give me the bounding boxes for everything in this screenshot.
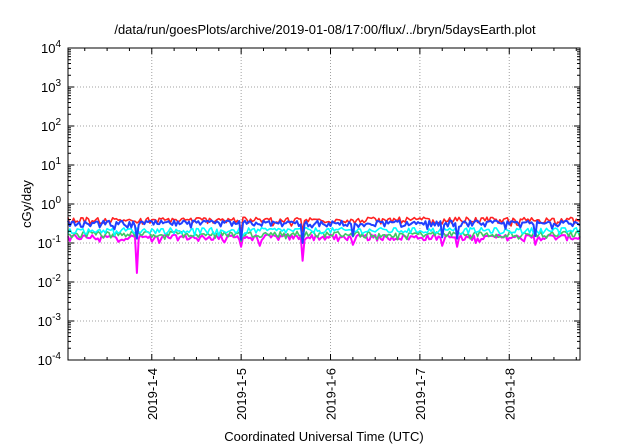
series-line (67, 216, 581, 235)
y-axis-label: cGy/day (19, 180, 34, 228)
grid (68, 48, 580, 360)
y-tick-label: 10-4 (38, 351, 62, 368)
y-tick-label: 101 (41, 156, 61, 173)
series-line (67, 226, 581, 240)
x-tick-label: 2019-1-7 (413, 368, 428, 420)
y-tick-label: 10-1 (38, 234, 62, 251)
x-tick-label: 2019-1-6 (324, 368, 339, 420)
y-tick-label: 100 (41, 195, 61, 212)
x-tick-label: 2019-1-4 (145, 368, 160, 420)
series-line (67, 219, 581, 244)
y-tick-label: 10-3 (38, 312, 62, 329)
x-axis: 2019-1-4 2019-1-5 2019-1-6 2019-1-7 2019-1-8 (84, 48, 577, 420)
y-tick-label: 102 (41, 117, 61, 134)
series-line (67, 233, 581, 274)
series-line (68, 230, 581, 243)
chart-title: /data/run/goesPlots/archive/2019-01-08/1… (114, 22, 536, 37)
series-group (67, 216, 581, 274)
y-tick-label: 104 (41, 39, 61, 56)
x-tick-label: 2019-1-5 (234, 368, 249, 420)
x-tick-label: 2019-1-8 (502, 368, 517, 420)
y-tick-label: 10-2 (38, 273, 62, 290)
x-axis-label: Coordinated Universal Time (UTC) (224, 429, 423, 444)
y-tick-label: 103 (41, 78, 61, 95)
y-axis: 104 103 102 101 100 10-1 10-2 10-3 10-4 (38, 39, 580, 368)
